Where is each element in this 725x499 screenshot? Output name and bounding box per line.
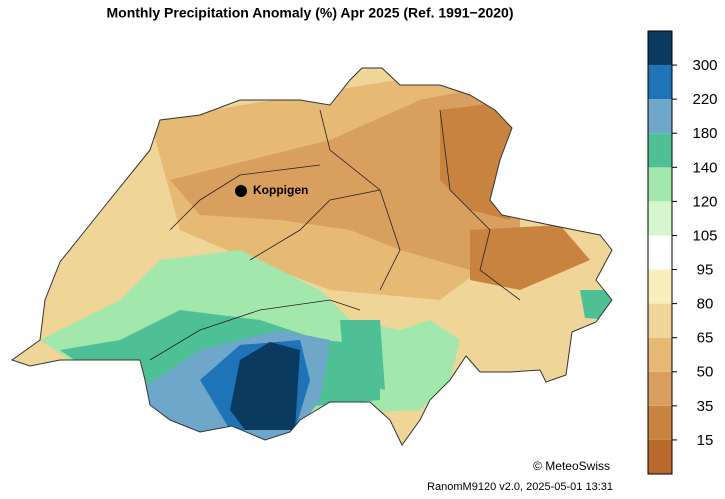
colorbar-label: 105 [692, 227, 717, 244]
place-marker [235, 185, 247, 197]
colorbar-band [648, 235, 672, 270]
copyright: © MeteoSwiss [533, 459, 610, 473]
colorbar-band [648, 337, 672, 372]
border [10, 67, 613, 446]
colorbar-label: 35 [697, 398, 714, 415]
colorbar-band [648, 167, 672, 202]
colorbar-band [648, 371, 672, 406]
colorbar-band [648, 405, 672, 440]
colorbar-label: 95 [697, 262, 714, 279]
canton-borders [149, 109, 521, 361]
colorbar-label: 80 [697, 296, 714, 313]
colorbar-band [648, 439, 672, 474]
colorbar-label: 65 [697, 330, 714, 347]
colorbar-label: 50 [697, 364, 714, 381]
colorbar-frame [647, 30, 673, 475]
colorbar-band [648, 65, 672, 100]
map-title: Monthly Precipitation Anomaly (%) Apr 20… [106, 5, 513, 21]
footer: RanomM9120 v2.0, 2025-05-01 13:31 [427, 481, 613, 493]
colorbar-label: 140 [692, 159, 717, 176]
colorbar-band [648, 269, 672, 304]
colorbar-label: 300 [692, 57, 717, 74]
colorbar-band [648, 31, 672, 66]
colorbar-label: 180 [692, 125, 717, 142]
colorbar-band [648, 99, 672, 134]
place-label: Koppigen [253, 183, 308, 197]
colorbar-band [648, 303, 672, 338]
anomaly-field [12, 68, 612, 445]
colorbar-band [648, 201, 672, 236]
colorbar-label: 220 [692, 91, 717, 108]
colorbar-label: 15 [697, 432, 714, 449]
colorbar: 15 35 50 65 80 95 105 120 140 180 220 300 [647, 30, 718, 475]
colorbar-label: 120 [692, 193, 717, 210]
colorbar-band [648, 133, 672, 168]
